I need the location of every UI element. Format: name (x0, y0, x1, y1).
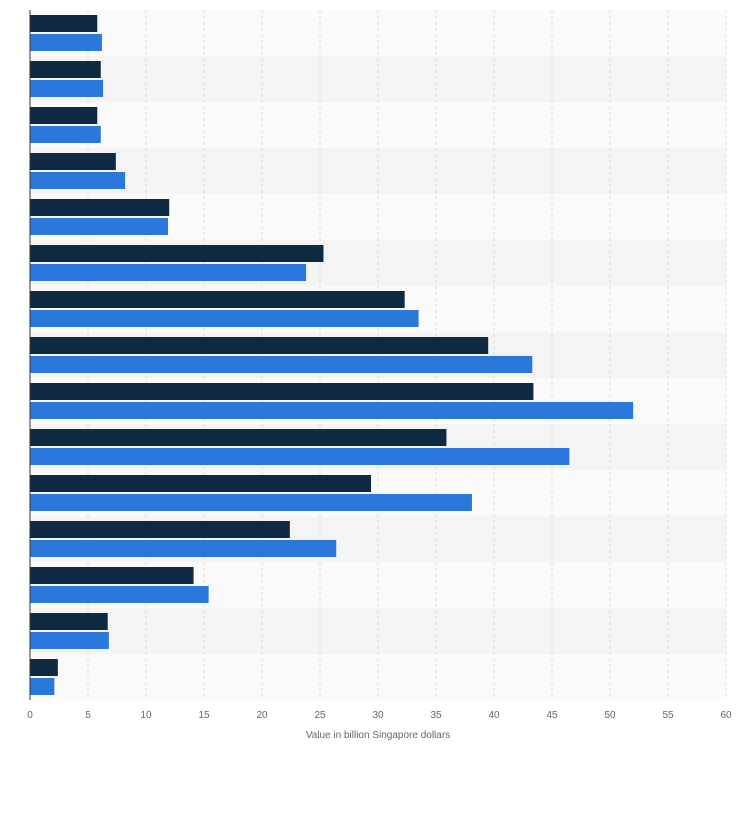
x-tick-label: 0 (27, 710, 33, 721)
bar-series-1 (30, 383, 534, 400)
bar-series-1 (30, 153, 116, 170)
x-tick-label: 5 (85, 710, 91, 721)
x-tick-label: 50 (604, 710, 616, 721)
x-tick-label: 20 (256, 710, 268, 721)
bar-series-2 (30, 494, 472, 511)
bar-series-1 (30, 613, 108, 630)
x-tick-label: 15 (198, 710, 210, 721)
bar-series-1 (30, 291, 405, 308)
x-tick-label: 25 (314, 710, 326, 721)
bar-series-1 (30, 659, 58, 676)
bar-series-1 (30, 429, 447, 446)
bar-series-1 (30, 107, 98, 124)
bar-series-1 (30, 567, 194, 584)
bar-series-1 (30, 475, 372, 492)
x-tick-label: 35 (430, 710, 442, 721)
bars (30, 15, 634, 695)
bar-series-1 (30, 15, 98, 32)
bar-series-1 (30, 521, 290, 538)
bar-series-1 (30, 61, 101, 78)
x-tick-label: 40 (488, 710, 500, 721)
x-tick-label: 45 (546, 710, 558, 721)
x-tick-label: 55 (662, 710, 674, 721)
bar-series-2 (30, 172, 126, 189)
bar-series-2 (30, 540, 337, 557)
bar-series-1 (30, 337, 489, 354)
x-tick-labels: 0 5 10 15 20 25 30 35 40 45 50 55 60 (27, 710, 732, 721)
bar-series-2 (30, 310, 419, 327)
bar-series-2 (30, 632, 109, 649)
bar-series-2 (30, 402, 634, 419)
bar-series-2 (30, 448, 570, 465)
bar-series-1 (30, 245, 324, 262)
x-tick-label: 10 (140, 710, 152, 721)
bar-series-2 (30, 356, 533, 373)
x-axis-title: Value in billion Singapore dollars (306, 730, 450, 741)
bar-series-2 (30, 80, 104, 97)
bar-series-2 (30, 218, 169, 235)
x-tick-label: 60 (720, 710, 732, 721)
bar-series-2 (30, 126, 101, 143)
gridlines (87, 10, 727, 700)
bar-series-2 (30, 264, 307, 281)
bar-series-2 (30, 678, 55, 695)
bar-series-2 (30, 586, 209, 603)
bar-series-2 (30, 34, 102, 51)
bar-series-1 (30, 199, 170, 216)
x-tick-label: 30 (372, 710, 384, 721)
